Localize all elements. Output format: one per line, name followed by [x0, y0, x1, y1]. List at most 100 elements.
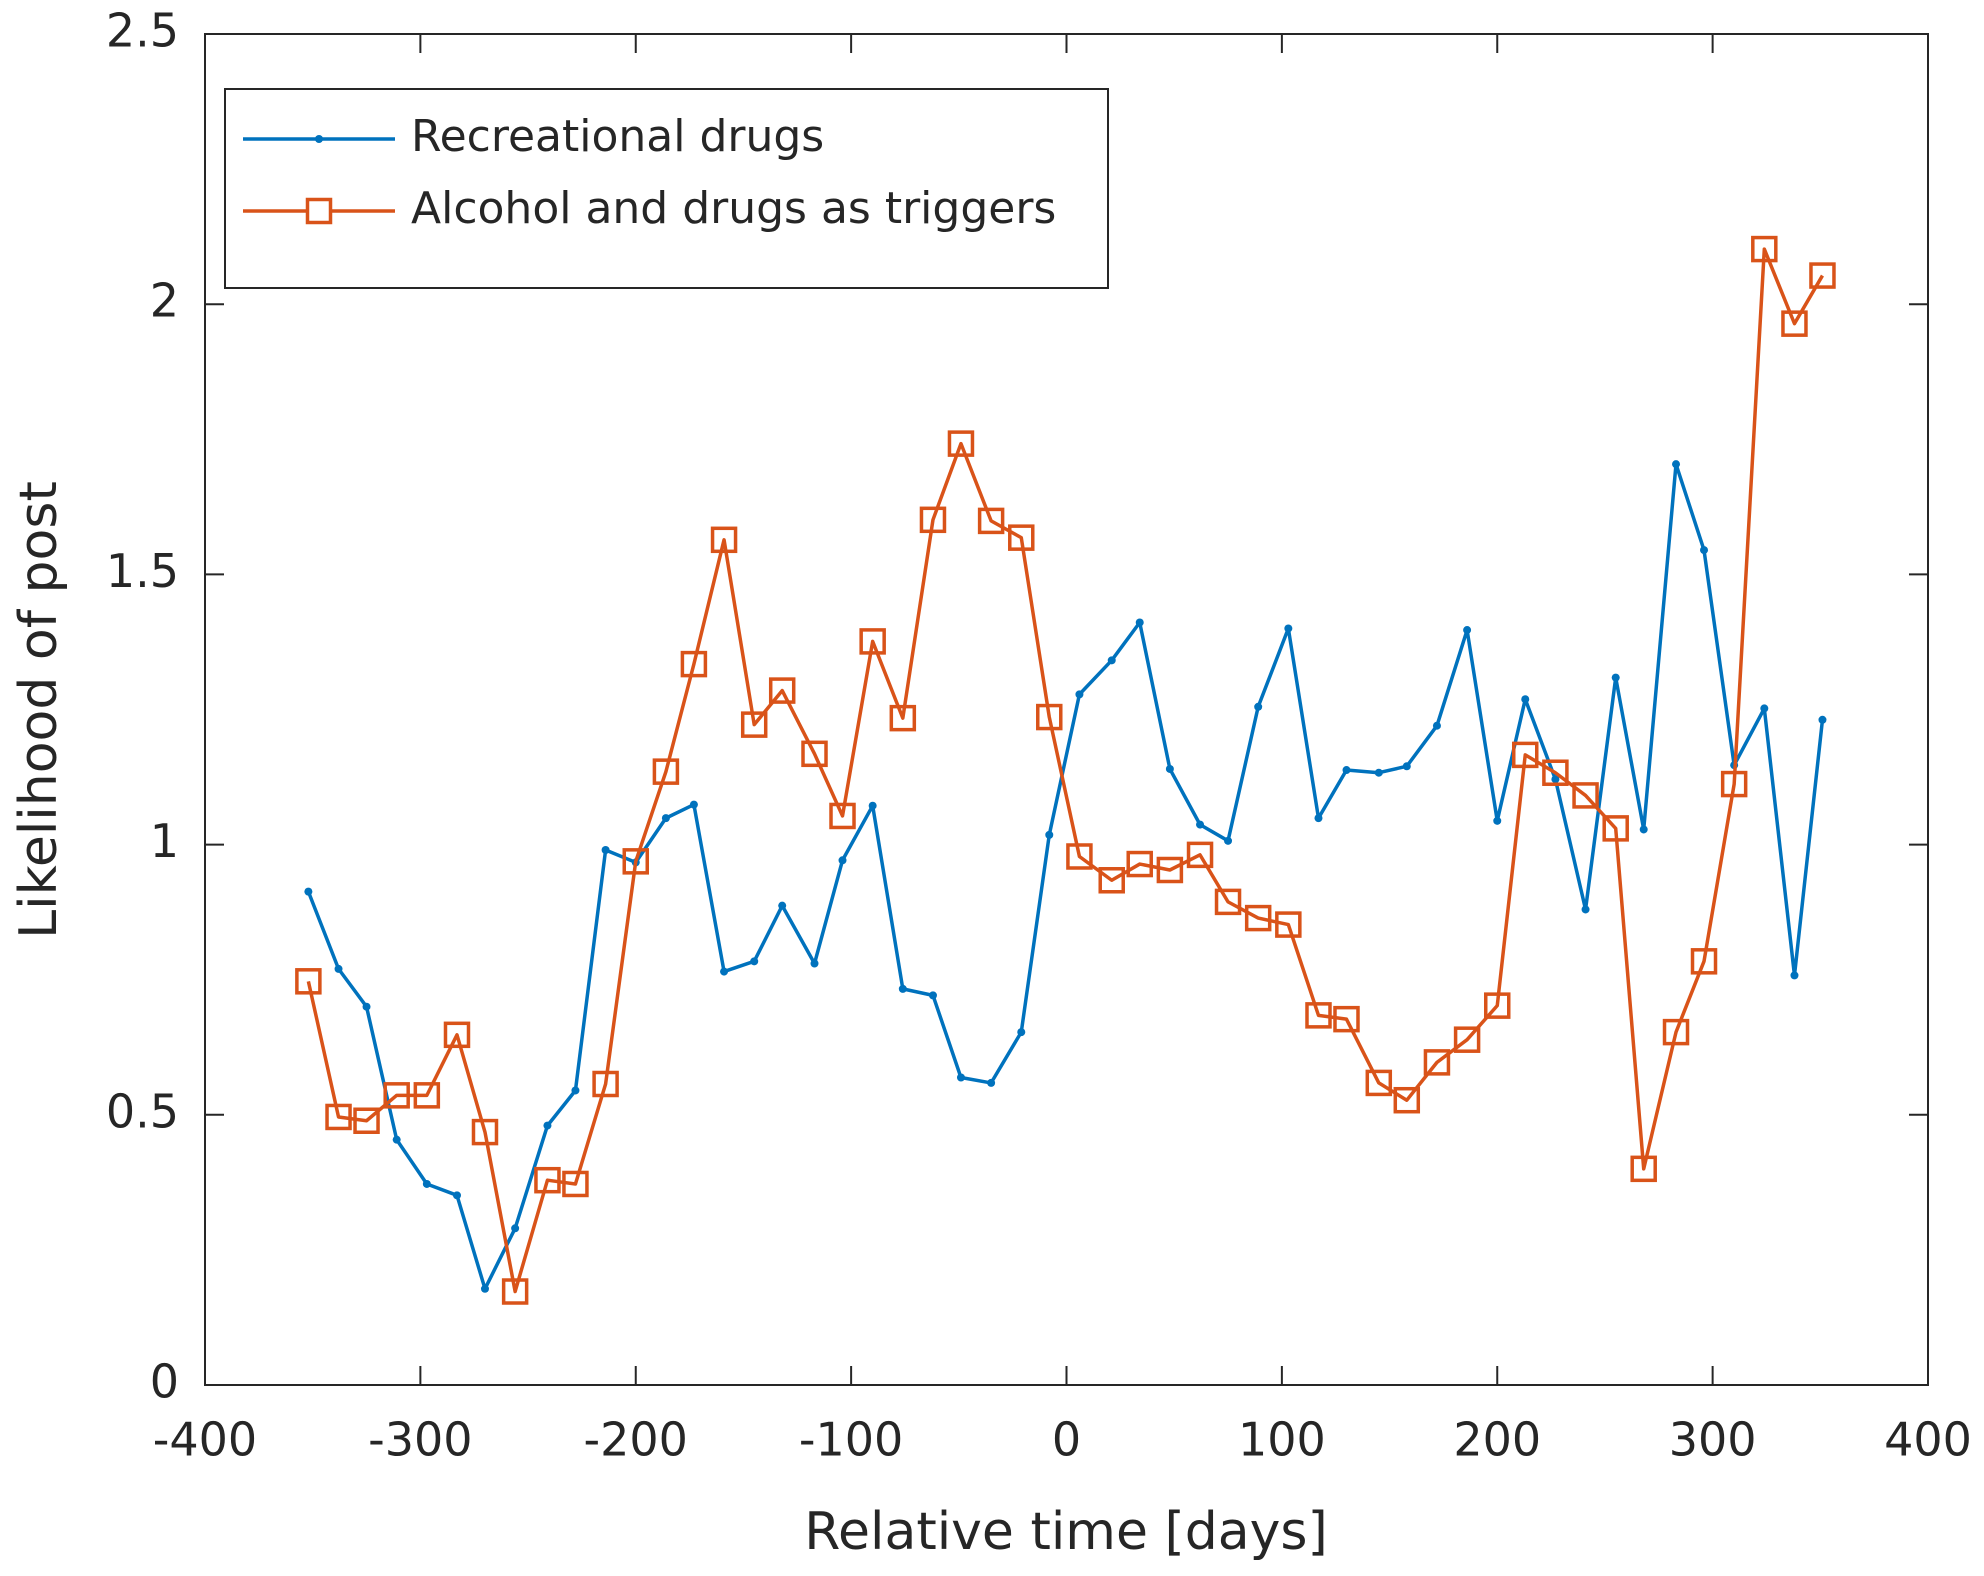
marker — [443, 1021, 471, 1049]
x-tick-label: -300 — [368, 1413, 472, 1467]
y-tick-label: 2 — [150, 274, 179, 328]
marker — [652, 758, 680, 785]
marker — [334, 964, 343, 973]
marker — [1493, 816, 1502, 825]
marker — [768, 677, 796, 704]
marker — [471, 1118, 499, 1146]
marker — [1126, 850, 1153, 878]
y-tick-label: 0 — [150, 1355, 179, 1409]
legend-marker — [315, 135, 323, 143]
marker — [1284, 624, 1293, 633]
x-axis-label: Relative time [days] — [804, 1502, 1328, 1562]
marker — [295, 968, 322, 995]
legend-label: Alcohol and drugs as triggers — [411, 183, 1056, 234]
marker — [1098, 867, 1125, 894]
marker — [1196, 820, 1205, 829]
marker — [1374, 768, 1383, 777]
marker — [829, 802, 856, 830]
marker — [1008, 524, 1035, 551]
marker — [889, 704, 917, 732]
marker — [571, 1086, 580, 1095]
legend-marker — [305, 197, 333, 225]
marker — [511, 1224, 520, 1233]
x-tick-label: 300 — [1669, 1413, 1757, 1467]
marker — [1572, 782, 1599, 809]
marker — [720, 967, 729, 976]
marker — [661, 814, 670, 823]
marker — [1314, 814, 1323, 823]
marker — [422, 1179, 431, 1188]
marker — [680, 650, 708, 678]
marker — [601, 846, 610, 855]
legend-label: Recreational drugs — [411, 111, 824, 162]
marker — [1333, 1005, 1360, 1033]
marker — [1135, 618, 1144, 627]
marker — [1432, 721, 1441, 730]
marker — [1630, 1155, 1657, 1183]
marker — [1700, 546, 1709, 555]
y-axis-label: Likelihood of post — [9, 481, 69, 939]
marker — [1672, 460, 1681, 469]
marker — [1720, 770, 1748, 798]
marker — [1365, 1069, 1393, 1097]
marker — [1690, 948, 1718, 975]
marker — [1305, 1002, 1332, 1029]
legend: Recreational drugs Alcohol and drugs as t… — [224, 88, 1109, 289]
marker — [1165, 764, 1174, 773]
marker — [1045, 830, 1054, 839]
marker — [1751, 235, 1778, 263]
y-tick-label: 1 — [150, 814, 179, 868]
marker — [1511, 741, 1539, 769]
marker — [1602, 815, 1629, 842]
marker — [1075, 690, 1084, 699]
marker — [1781, 310, 1808, 337]
marker — [1156, 856, 1184, 884]
marker — [452, 1191, 461, 1200]
marker — [1551, 775, 1560, 784]
marker — [838, 856, 847, 865]
marker — [592, 1070, 619, 1098]
marker — [956, 1073, 965, 1082]
legend-box — [224, 88, 1109, 289]
marker — [1639, 825, 1648, 834]
marker — [987, 1078, 996, 1087]
marker — [1402, 762, 1411, 771]
marker — [1254, 702, 1263, 711]
marker — [1484, 992, 1511, 1019]
marker — [1423, 1049, 1451, 1076]
marker — [1224, 836, 1233, 845]
marker — [1809, 262, 1836, 289]
x-tick-label: 100 — [1238, 1413, 1326, 1467]
marker — [689, 800, 698, 809]
marker — [810, 959, 819, 968]
marker — [740, 711, 768, 738]
y-tick-label: 1.5 — [106, 544, 179, 598]
marker — [1760, 704, 1769, 713]
marker — [1017, 1028, 1026, 1037]
marker — [383, 1082, 410, 1109]
marker — [304, 887, 313, 896]
y-tick-label: 0.5 — [106, 1084, 179, 1138]
marker — [919, 506, 947, 534]
marker — [859, 628, 886, 655]
marker — [1066, 843, 1093, 870]
marker — [928, 991, 937, 1000]
marker — [1393, 1086, 1421, 1114]
marker — [947, 430, 975, 457]
marker — [1611, 673, 1620, 682]
marker — [750, 957, 759, 966]
marker — [1581, 905, 1590, 914]
marker — [353, 1107, 380, 1134]
x-tick-label: -100 — [799, 1413, 903, 1467]
marker — [392, 1135, 401, 1144]
x-tick-label: 200 — [1453, 1413, 1541, 1467]
marker — [1521, 695, 1530, 704]
marker — [413, 1082, 441, 1109]
marker — [543, 1121, 552, 1130]
series-line — [306, 247, 1824, 1294]
marker — [1186, 841, 1214, 869]
marker — [622, 848, 649, 875]
x-tick-label: -200 — [584, 1413, 688, 1467]
marker — [868, 801, 877, 810]
marker — [710, 526, 738, 554]
